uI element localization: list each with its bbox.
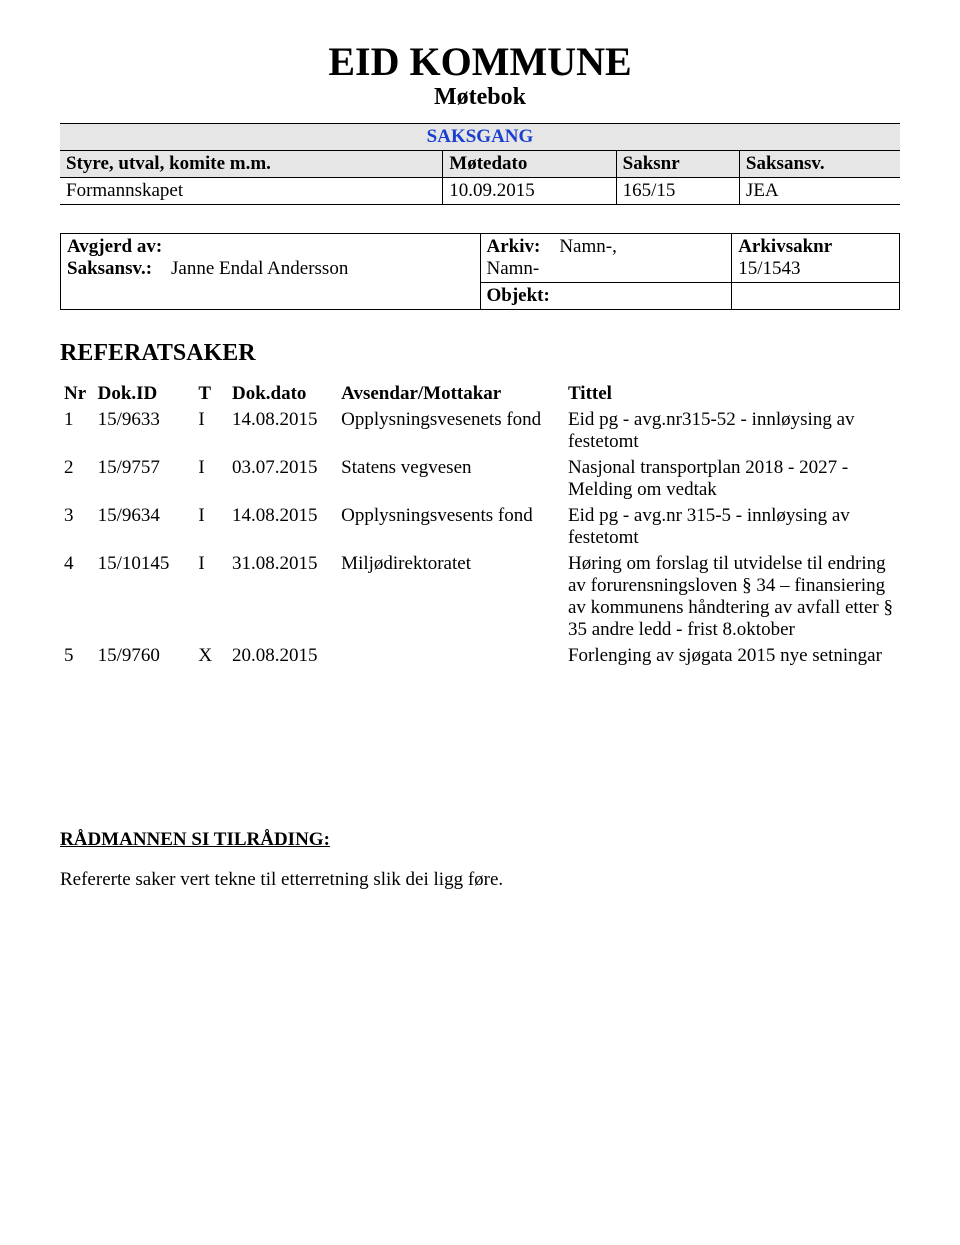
ref-col-id: Dok.ID — [94, 381, 195, 407]
objekt-label: Objekt: — [487, 285, 550, 306]
cell-t: X — [194, 643, 228, 669]
ref-col-date: Dok.dato — [228, 381, 337, 407]
cell-id: 15/9634 — [94, 503, 195, 551]
cell-t: I — [194, 551, 228, 643]
cell-id: 15/10145 — [94, 551, 195, 643]
val-saksansv: JEA — [739, 178, 900, 205]
cell-id: 15/9633 — [94, 407, 195, 455]
arkiv-label: Arkiv: — [487, 236, 541, 257]
col-saksnr: Saksnr — [616, 151, 739, 178]
saksansv-label: Saksansv.: — [67, 258, 152, 279]
col-saksansv: Saksansv. — [739, 151, 900, 178]
cell-nr: 2 — [60, 455, 94, 503]
cell-tittel: Nasjonal transportplan 2018 - 2027 - Mel… — [564, 455, 900, 503]
cell-av — [337, 643, 564, 669]
cell-nr: 4 — [60, 551, 94, 643]
cell-av: Opplysningsvesenets fond — [337, 407, 564, 455]
recommendation-heading: RÅDMANNEN SI TILRÅDING: — [60, 829, 900, 851]
cell-av: Opplysningsvesents fond — [337, 503, 564, 551]
cell-tittel: Eid pg - avg.nr315-52 - innløysing av fe… — [564, 407, 900, 455]
recommendation-text: Refererte saker vert tekne til etterretn… — [60, 869, 900, 891]
cell-date: 14.08.2015 — [228, 407, 337, 455]
cell-av: Miljødirektoratet — [337, 551, 564, 643]
saksgang-table: SAKSGANG Styre, utval, komite m.m. Møted… — [60, 123, 900, 205]
saksgang-label: SAKSGANG — [427, 126, 534, 147]
referatsaker-heading: REFERATSAKER — [60, 340, 900, 367]
document-title: EID KOMMUNE — [60, 40, 900, 84]
cell-id: 15/9760 — [94, 643, 195, 669]
cell-date: 03.07.2015 — [228, 455, 337, 503]
cell-t: I — [194, 407, 228, 455]
referat-table: Nr Dok.ID T Dok.dato Avsendar/Mottakar T… — [60, 381, 900, 669]
ref-col-tit: Tittel — [564, 381, 900, 407]
cell-t: I — [194, 455, 228, 503]
saksansv-value: Janne Endal Andersson — [171, 258, 348, 279]
val-saksnr: 165/15 — [616, 178, 739, 205]
ref-col-t: T — [194, 381, 228, 407]
val-styre: Formannskapet — [60, 178, 443, 205]
avgjerd-label: Avgjerd av: — [67, 236, 162, 257]
table-row: 215/9757I03.07.2015Statens vegvesenNasjo… — [60, 455, 900, 503]
cell-nr: 3 — [60, 503, 94, 551]
cell-tittel: Eid pg - avg.nr 315-5 - innløysing av fe… — [564, 503, 900, 551]
cell-t: I — [194, 503, 228, 551]
cell-nr: 5 — [60, 643, 94, 669]
ref-col-nr: Nr — [60, 381, 94, 407]
cell-nr: 1 — [60, 407, 94, 455]
val-motedato: 10.09.2015 — [443, 178, 616, 205]
cell-tittel: Forlenging av sjøgata 2015 nye setningar — [564, 643, 900, 669]
cell-date: 31.08.2015 — [228, 551, 337, 643]
document-subtitle: Møtebok — [60, 84, 900, 111]
meta-table: Avgjerd av: Saksansv.: Janne Endal Ander… — [60, 233, 900, 310]
arkivsaknr-value: 15/1543 — [738, 258, 893, 280]
cell-id: 15/9757 — [94, 455, 195, 503]
table-row: 515/9760X20.08.2015 Forlenging av sjøgata… — [60, 643, 900, 669]
table-row: 315/9634I14.08.2015Opplysningsvesents fo… — [60, 503, 900, 551]
col-styre: Styre, utval, komite m.m. — [60, 151, 443, 178]
table-row: 115/9633I14.08.2015Opplysningsvesenets f… — [60, 407, 900, 455]
cell-date: 20.08.2015 — [228, 643, 337, 669]
ref-col-av: Avsendar/Mottakar — [337, 381, 564, 407]
table-row: 415/10145I31.08.2015MiljødirektoratetHør… — [60, 551, 900, 643]
cell-av: Statens vegvesen — [337, 455, 564, 503]
col-motedato: Møtedato — [443, 151, 616, 178]
cell-date: 14.08.2015 — [228, 503, 337, 551]
arkivsaknr-label: Arkivsaknr — [738, 236, 832, 257]
cell-tittel: Høring om forslag til utvidelse til endr… — [564, 551, 900, 643]
